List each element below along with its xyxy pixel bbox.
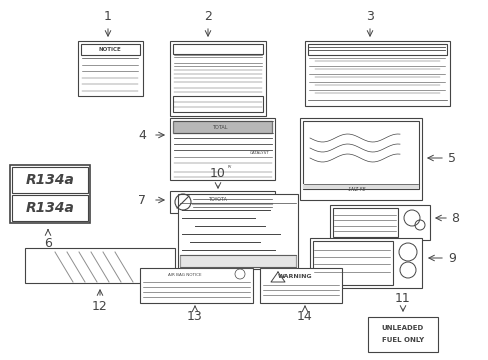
Bar [332,208,397,237]
Bar [140,268,252,303]
Bar [309,238,421,288]
Text: 2: 2 [203,9,211,23]
Bar [180,255,295,267]
Text: 6: 6 [44,237,52,249]
Text: TOYOTA: TOYOTA [208,197,227,202]
Text: R134a: R134a [25,201,74,215]
Bar [367,317,437,352]
Bar [170,191,274,213]
Bar [78,41,142,96]
Bar [81,44,140,55]
Bar [307,44,446,55]
Text: TOTAL: TOTAL [212,125,227,130]
Bar [10,165,90,223]
Text: 14: 14 [297,310,312,324]
Bar [173,121,271,133]
Text: 10: 10 [210,166,225,180]
Text: AIR BAG NOTICE: AIR BAG NOTICE [168,273,202,277]
Bar [303,121,418,189]
Text: R134a: R134a [25,173,74,187]
Text: WARNING: WARNING [277,274,312,279]
Bar [305,41,449,106]
Bar [12,167,88,193]
Bar [303,184,418,189]
Text: 5: 5 [447,152,455,165]
Bar [173,96,263,112]
Text: 12: 12 [92,301,108,314]
Text: 8: 8 [450,212,458,225]
Bar [312,241,392,285]
Text: 4: 4 [138,129,145,141]
Bar [299,118,421,200]
Text: 11: 11 [394,292,410,305]
Text: FUEL ONLY: FUEL ONLY [381,337,423,343]
Text: R/: R/ [227,165,232,169]
Text: 3: 3 [366,9,373,23]
Bar [260,268,341,303]
Text: 7: 7 [138,194,146,207]
Text: 9: 9 [447,252,455,265]
Text: 1: 1 [104,9,112,23]
Bar [170,118,274,180]
Bar [329,205,429,240]
Bar [25,248,175,283]
Bar [12,195,88,221]
Bar [173,44,263,54]
Text: UNLEADED: UNLEADED [381,325,423,331]
Text: NOTICE: NOTICE [99,46,121,51]
Text: ~1NZ-FE: ~1NZ-FE [344,186,365,192]
Bar [178,194,297,269]
Bar [254,200,269,206]
Text: 13: 13 [187,310,203,324]
Text: CATALYST: CATALYST [250,151,269,155]
Bar [170,41,265,116]
